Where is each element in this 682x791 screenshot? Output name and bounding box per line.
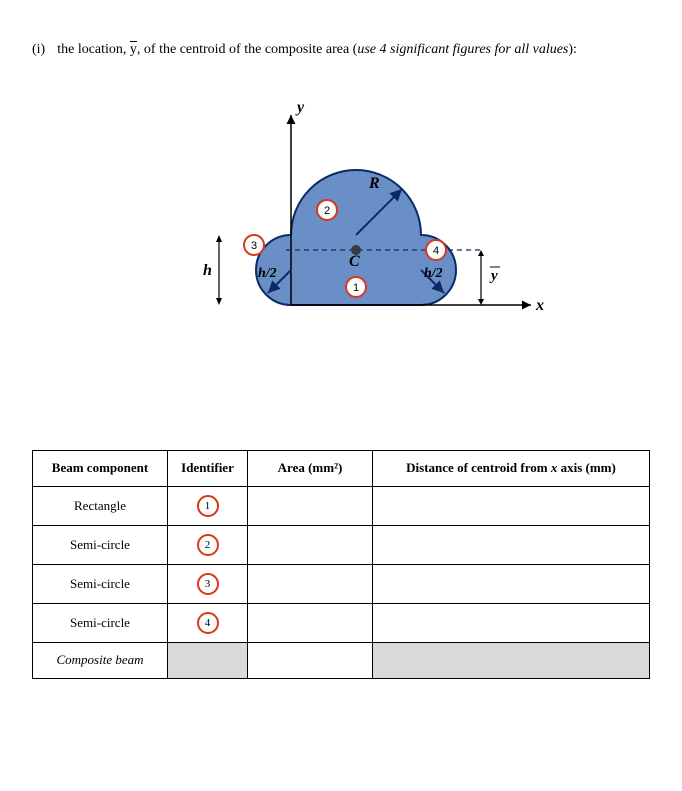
- badge-2: 2: [317, 200, 337, 220]
- cell-identifier: 4: [168, 603, 248, 642]
- centroid-table: Beam component Identifier Area (mm²) Dis…: [32, 450, 650, 679]
- y-axis-label: y: [295, 99, 305, 116]
- left-h2-label: h/2: [258, 266, 277, 281]
- centroid-label: C: [349, 253, 360, 270]
- h-arrow-bot: [216, 298, 222, 305]
- top-semicircle: [291, 170, 421, 235]
- cell-label: Semi-circle: [33, 603, 168, 642]
- cell-label: Rectangle: [33, 486, 168, 525]
- cell-area: [248, 564, 373, 603]
- th-component: Beam component: [33, 450, 168, 486]
- cell-area: [248, 642, 373, 678]
- table-row-composite: Composite beam: [33, 642, 650, 678]
- cell-label-composite: Composite beam: [33, 642, 168, 678]
- row-badge-2: 2: [197, 534, 219, 556]
- cell-area: [248, 486, 373, 525]
- table-row: Semi-circle 4: [33, 603, 650, 642]
- table-header-row: Beam component Identifier Area (mm²) Dis…: [33, 450, 650, 486]
- cell-identifier: 2: [168, 525, 248, 564]
- prompt-text-a: the location,: [57, 42, 130, 57]
- table-row: Semi-circle 2: [33, 525, 650, 564]
- prompt-italic: use 4 significant figures for all values: [357, 42, 568, 57]
- question-prompt: (i) the location, y, of the centroid of …: [32, 40, 650, 60]
- composite-area-diagram: x y C R h/2 h/2 h y 1: [131, 80, 551, 370]
- cell-dist: [373, 564, 650, 603]
- table-row: Semi-circle 3: [33, 564, 650, 603]
- badge-1: 1: [346, 277, 366, 297]
- cell-area: [248, 603, 373, 642]
- th-identifier: Identifier: [168, 450, 248, 486]
- h-label: h: [203, 262, 212, 279]
- th-dist-b: axis (mm): [557, 460, 616, 475]
- cell-dist-empty: [373, 642, 650, 678]
- cell-identifier: 1: [168, 486, 248, 525]
- th-area: Area (mm²): [248, 450, 373, 486]
- th-distance: Distance of centroid from x axis (mm): [373, 450, 650, 486]
- question-text: the location, y, of the centroid of the …: [57, 40, 577, 60]
- svg-text:3: 3: [251, 240, 257, 252]
- th-dist-a: Distance of centroid from: [406, 460, 551, 475]
- prompt-text-c: ):: [568, 42, 577, 57]
- question-index: (i): [32, 40, 45, 60]
- svg-text:1: 1: [353, 282, 359, 294]
- cell-label: Semi-circle: [33, 525, 168, 564]
- ybar-arrow-top: [478, 250, 484, 256]
- cell-identifier: 3: [168, 564, 248, 603]
- prompt-text-b: , of the centroid of the composite area …: [137, 42, 357, 57]
- h-arrow-top: [216, 235, 222, 242]
- ybar-arrow-bot: [478, 299, 484, 305]
- r-label: R: [368, 175, 380, 192]
- ybar-symbol: y: [130, 40, 137, 60]
- row-badge-4: 4: [197, 612, 219, 634]
- x-axis-label: x: [535, 297, 544, 314]
- ybar-dim-label: y: [489, 268, 498, 284]
- right-h2-label: h/2: [424, 266, 443, 281]
- cell-label: Semi-circle: [33, 564, 168, 603]
- cell-identifier-empty: [168, 642, 248, 678]
- cell-dist: [373, 486, 650, 525]
- badge-3: 3: [244, 235, 264, 255]
- row-badge-3: 3: [197, 573, 219, 595]
- svg-text:4: 4: [433, 245, 439, 257]
- table-row: Rectangle 1: [33, 486, 650, 525]
- badge-4: 4: [426, 240, 446, 260]
- svg-text:2: 2: [324, 205, 330, 217]
- cell-dist: [373, 525, 650, 564]
- th-area-text: Area (mm²): [278, 460, 343, 475]
- cell-dist: [373, 603, 650, 642]
- row-badge-1: 1: [197, 495, 219, 517]
- cell-area: [248, 525, 373, 564]
- diagram-container: x y C R h/2 h/2 h y 1: [32, 80, 650, 370]
